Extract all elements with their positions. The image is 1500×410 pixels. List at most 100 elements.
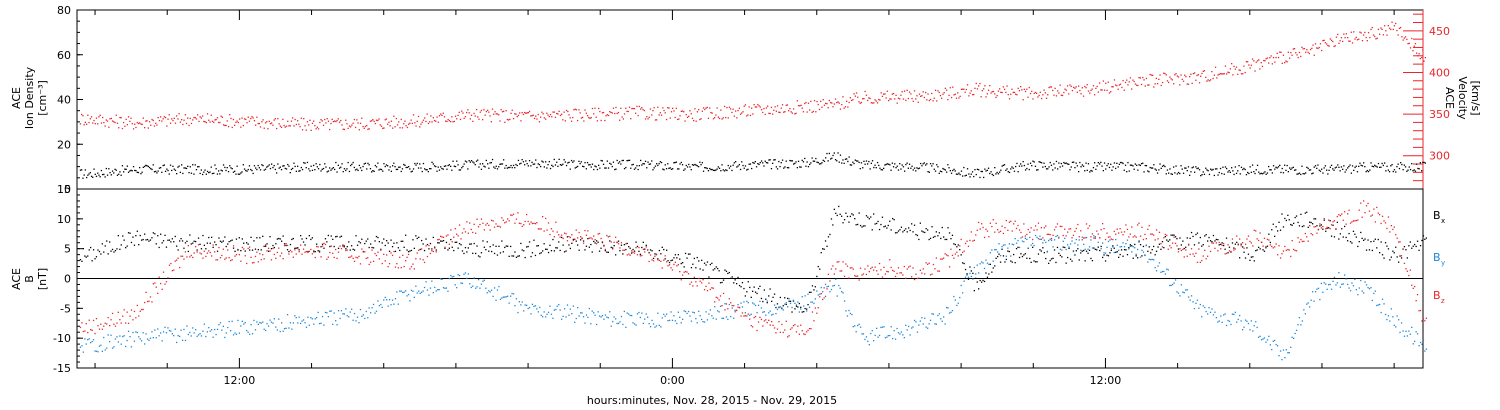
data-point	[511, 109, 513, 111]
data-point	[849, 97, 851, 99]
data-point	[321, 168, 323, 170]
data-point	[1121, 86, 1123, 89]
data-point	[629, 254, 631, 256]
data-point	[1371, 249, 1373, 252]
data-point	[1189, 174, 1191, 176]
data-point	[947, 99, 949, 101]
data-point	[1222, 73, 1224, 75]
data-point	[304, 244, 306, 246]
data-point	[639, 255, 641, 257]
data-point	[754, 315, 757, 318]
data-point	[1110, 247, 1112, 250]
data-point	[1126, 228, 1129, 231]
data-point	[646, 116, 648, 118]
data-point	[259, 237, 261, 239]
data-point	[351, 255, 353, 257]
data-point	[1147, 84, 1149, 86]
data-point	[1191, 82, 1193, 84]
data-point	[473, 223, 475, 225]
data-point	[1306, 303, 1308, 305]
data-point	[1144, 233, 1146, 236]
data-point	[1321, 49, 1323, 52]
data-point	[721, 305, 723, 307]
data-point	[757, 287, 760, 290]
data-point	[186, 325, 188, 327]
data-point	[1387, 315, 1390, 317]
data-point	[450, 274, 452, 277]
data-point	[1214, 247, 1216, 249]
data-point	[841, 162, 843, 164]
data-point	[1028, 168, 1030, 171]
data-point	[417, 167, 420, 169]
data-point	[177, 118, 179, 120]
data-point	[197, 244, 200, 246]
data-point	[555, 308, 557, 311]
data-point	[727, 272, 729, 275]
data-point	[545, 161, 547, 163]
data-point	[148, 121, 151, 123]
data-point	[997, 90, 1000, 92]
data-point	[208, 327, 210, 329]
data-point	[177, 257, 179, 259]
data-point	[204, 121, 206, 123]
data-point	[924, 317, 926, 319]
data-point	[466, 111, 468, 114]
data-point	[1165, 173, 1167, 175]
data-point	[485, 159, 487, 162]
data-point	[753, 162, 755, 164]
data-point	[813, 160, 816, 162]
data-point	[1211, 308, 1213, 310]
data-point	[391, 299, 394, 301]
data-point	[1236, 241, 1238, 243]
data-point	[1358, 165, 1360, 167]
data-point	[1187, 83, 1190, 85]
data-point	[524, 256, 526, 259]
data-point	[859, 326, 862, 328]
data-point	[140, 123, 142, 125]
data-point	[836, 214, 838, 217]
data-point	[1240, 320, 1242, 322]
data-point	[297, 120, 299, 122]
data-point	[1148, 246, 1150, 248]
data-point	[620, 107, 622, 109]
data-point	[1389, 320, 1391, 322]
data-point	[505, 296, 507, 298]
data-point	[559, 164, 562, 166]
data-point	[346, 123, 348, 125]
data-point	[791, 306, 793, 309]
data-point	[917, 168, 919, 170]
data-point	[1170, 247, 1172, 249]
data-point	[1020, 253, 1022, 255]
data-point	[999, 171, 1001, 173]
data-point	[1266, 172, 1269, 174]
data-point	[1277, 230, 1279, 232]
data-point	[156, 124, 158, 126]
data-point	[397, 303, 399, 305]
data-point	[310, 238, 312, 241]
data-point	[542, 161, 544, 163]
data-point	[626, 254, 628, 256]
data-point	[501, 240, 503, 242]
data-point	[711, 112, 713, 114]
data-point	[1217, 239, 1219, 241]
data-point	[1314, 165, 1317, 167]
data-point	[754, 291, 757, 293]
data-point	[825, 102, 827, 104]
data-point	[589, 164, 591, 166]
data-point	[641, 246, 643, 249]
data-point	[1077, 248, 1079, 250]
data-point	[165, 332, 168, 334]
data-point	[438, 289, 440, 291]
data-point	[273, 318, 275, 320]
data-point	[177, 166, 179, 168]
data-point	[1207, 313, 1209, 315]
data-point	[243, 242, 245, 244]
data-point	[1131, 226, 1133, 228]
data-point	[1001, 246, 1003, 248]
data-point	[741, 161, 743, 163]
data-point	[483, 279, 485, 281]
data-point	[755, 166, 758, 168]
data-point	[941, 258, 943, 260]
data-point	[986, 169, 988, 171]
data-point	[979, 176, 981, 179]
